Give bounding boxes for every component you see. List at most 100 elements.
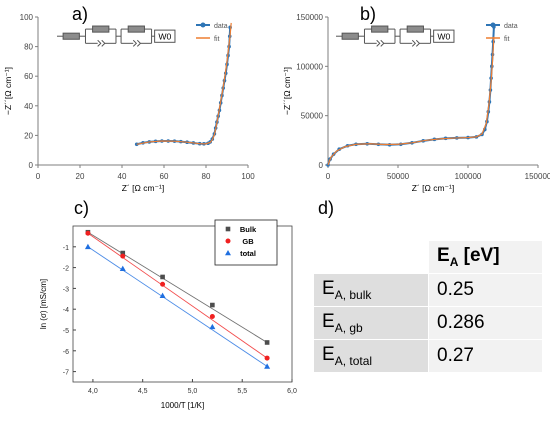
point-total	[159, 292, 166, 298]
table-header-ea: EA [eV]	[428, 240, 543, 274]
table-header-row: EA [eV]	[313, 240, 543, 274]
x-tick-label: 5,5	[237, 388, 247, 395]
panel-letter: c)	[74, 198, 89, 218]
point-bulk	[160, 274, 165, 280]
nyquist-plot-a: 0 20 40 60 80 100 0 20 40 60 80 100 Z´ [Ω cm⁻¹] −Z´´[…	[3, 4, 255, 193]
x-tick-label: 50000	[387, 172, 410, 181]
y-tick-label: 40	[24, 102, 33, 111]
row-label: EA, bulk	[313, 273, 429, 307]
point-gb	[85, 230, 91, 236]
circuit-cpe	[97, 39, 102, 47]
y-tick-label: 100000	[296, 62, 323, 71]
x-tick-label: 5,0	[188, 388, 198, 395]
circuit-resistor	[127, 25, 145, 33]
legend-data-label: data	[504, 23, 518, 30]
legend: Bulk GB total	[214, 219, 278, 266]
point-bulk	[264, 340, 270, 345]
point-total	[264, 363, 271, 369]
legend-data-label: data	[214, 23, 228, 30]
x-tick-label: 0	[36, 172, 41, 181]
table-row: EA, total 0.27	[313, 339, 543, 373]
y-tick-label: 0	[29, 161, 34, 170]
series-data-line	[327, 26, 495, 166]
x-tick-label: 40	[118, 172, 127, 181]
y-tick-label: -3	[63, 286, 69, 293]
y-axis-label: ln (σ) [mS/cm]	[39, 279, 48, 329]
table-row: EA, gb 0.286	[313, 306, 543, 340]
circuit-resistor	[92, 25, 110, 33]
legend-marker-gb	[225, 238, 231, 244]
header-symbol: E	[437, 245, 450, 267]
activation-energy-table: EA [eV] EA, bulk 0.25 EA, gb 0.286 EA, total 0…	[313, 240, 543, 373]
row-subscript: A, bulk	[334, 287, 372, 302]
x-axis-label: 1000/T [1/K]	[161, 401, 204, 410]
point-gb	[120, 253, 126, 259]
legend-label-bulk: Bulk	[240, 225, 257, 234]
table-header-empty	[313, 240, 429, 274]
y-tick-label: 100	[20, 13, 34, 22]
point-total	[119, 265, 126, 271]
point-gb	[209, 313, 215, 319]
plot-frame	[72, 225, 293, 383]
legend-data-marker	[200, 22, 206, 28]
circuit-warburg-label: W0	[437, 31, 450, 41]
legend-label-total: total	[240, 249, 256, 258]
y-tick-label: -2	[63, 266, 69, 273]
point-gb	[264, 355, 270, 361]
circuit-cpe	[101, 39, 106, 47]
table-row: EA, bulk 0.25	[313, 273, 543, 307]
panel-letter: d)	[318, 198, 334, 218]
circuit-warburg	[433, 29, 455, 43]
circuit-cpe	[132, 39, 138, 47]
circuit-resistor	[62, 32, 80, 40]
legend-data-marker	[490, 22, 496, 28]
row-symbol: E	[322, 278, 335, 300]
x-tick-label: 6,0	[287, 388, 297, 395]
circuit-resistor	[341, 32, 359, 40]
point-bulk	[120, 250, 126, 256]
x-tick-label: 150000	[525, 172, 550, 181]
point-gb	[160, 281, 166, 287]
y-tick-label: -6	[63, 349, 69, 356]
row-value: 0.27	[428, 339, 543, 373]
legend-marker-total	[225, 250, 231, 256]
row-subscript: A, total	[334, 353, 373, 368]
legend-marker-bulk	[225, 226, 231, 232]
panel-letter: a)	[72, 4, 88, 24]
arrhenius-plot: 4,0 4,5 5,0 5,5 6,0 -1 -2 -3 -4 -5 -6 -7 1000/T [1/K…	[39, 198, 297, 410]
legend-box	[214, 219, 278, 266]
legend-fit-label: fit	[504, 36, 510, 43]
circuit-cpe	[136, 39, 142, 47]
x-tick-label: 80	[202, 172, 211, 181]
y-tick-label: -1	[63, 245, 69, 252]
circuit-resistor	[371, 25, 389, 33]
ea-table: EA [eV] EA, bulk 0.25 EA, gb 0.286 EA, total 0…	[313, 240, 543, 373]
x-axis-label: Z´ [Ω cm⁻¹]	[122, 183, 164, 193]
y-tick-label: 80	[24, 43, 33, 52]
x-axis-label: Z´ [Ω cm⁻¹]	[412, 183, 454, 193]
y-tick-label: 20	[24, 131, 33, 140]
y-tick-label: 50000	[301, 112, 324, 121]
legend-label-gb: GB	[242, 237, 254, 246]
point-total	[209, 323, 216, 330]
row-label: EA, total	[313, 339, 429, 373]
y-axis-label: −Z´´[Ω cm⁻¹]	[3, 67, 13, 115]
row-value: 0.286	[428, 306, 543, 340]
legend-fit-label: fit	[214, 36, 220, 43]
header-subscript: A	[449, 254, 459, 269]
row-value: 0.25	[428, 273, 543, 307]
circuit-resistor	[406, 25, 424, 33]
y-tick-label: 150000	[296, 13, 323, 22]
x-tick-label: 4,5	[138, 388, 148, 395]
x-tick-label: 100	[241, 172, 255, 181]
row-label: EA, gb	[313, 306, 429, 340]
header-unit: [eV]	[458, 245, 500, 267]
row-symbol: E	[322, 311, 335, 333]
circuit-warburg-label: W0	[158, 31, 171, 41]
x-tick-label: 60	[160, 172, 169, 181]
y-tick-label: -7	[63, 370, 69, 377]
nyquist-plot-b: 0 50000 100000 150000 0 50000 100000 150000 Z´ […	[282, 4, 550, 193]
fit-line-bulk	[87, 231, 268, 343]
equivalent-circuit-icon: W0	[336, 25, 455, 47]
y-axis-label: −Z´´[Ω cm⁻¹]	[282, 67, 292, 115]
